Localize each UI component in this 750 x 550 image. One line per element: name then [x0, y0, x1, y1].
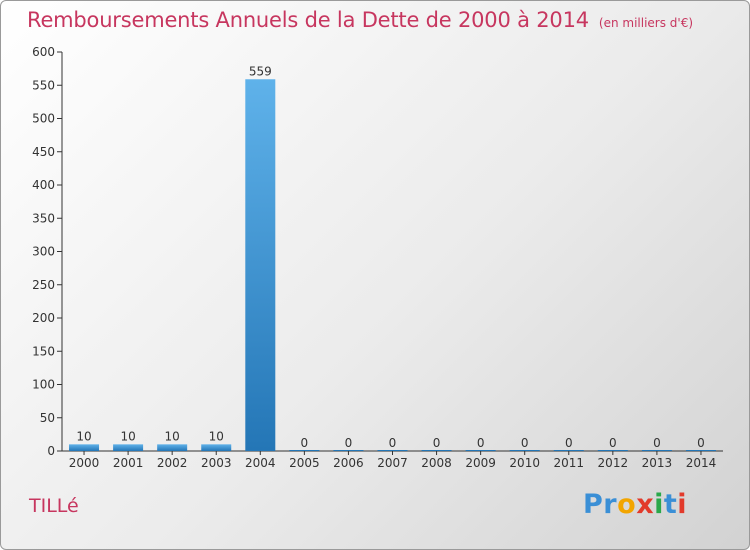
bar-2003 [201, 444, 232, 451]
logo-letter: x [636, 489, 655, 520]
data-label: 0 [477, 436, 485, 450]
y-tick-label: 0 [47, 444, 55, 458]
x-tick-label: 2003 [201, 456, 232, 470]
x-tick-label: 2005 [289, 456, 320, 470]
data-label: 0 [653, 436, 661, 450]
bar-2012 [597, 450, 628, 451]
bar-2005 [289, 450, 320, 451]
bar-2013 [641, 450, 672, 451]
x-tick-label: 2009 [465, 456, 496, 470]
data-label: 0 [609, 436, 617, 450]
bar-2001 [113, 444, 144, 451]
bar-2014 [685, 450, 716, 451]
data-label: 559 [249, 64, 272, 78]
y-tick-label: 250 [32, 278, 55, 292]
bar-2010 [509, 450, 540, 451]
bar-2002 [157, 444, 188, 451]
logo-letter: t [663, 489, 678, 520]
data-label: 0 [433, 436, 441, 450]
x-tick-label: 2006 [333, 456, 364, 470]
bar-2007 [377, 450, 408, 451]
data-label: 0 [301, 436, 309, 450]
y-tick-label: 450 [32, 145, 55, 159]
y-tick-label: 400 [32, 178, 55, 192]
data-label: 0 [697, 436, 705, 450]
y-tick-label: 350 [32, 211, 55, 225]
unit-label: (en milliers d'€) [598, 16, 694, 30]
data-label: 10 [209, 429, 224, 443]
x-tick-label: 2004 [245, 456, 276, 470]
data-label: 0 [565, 436, 573, 450]
x-tick-label: 2000 [69, 456, 100, 470]
y-tick-label: 600 [32, 45, 55, 59]
data-label: 0 [521, 436, 529, 450]
data-label: 10 [76, 429, 91, 443]
proxiti-logo: Proxiti [583, 489, 687, 520]
data-label: 10 [165, 429, 180, 443]
x-tick-label: 2008 [421, 456, 452, 470]
y-tick-label: 150 [32, 344, 55, 358]
x-tick-label: 2007 [377, 456, 408, 470]
bar-2009 [465, 450, 496, 451]
data-label: 0 [345, 436, 353, 450]
x-tick-label: 2011 [553, 456, 584, 470]
y-tick-label: 50 [40, 411, 55, 425]
bar-2011 [553, 450, 584, 451]
y-tick-label: 100 [32, 378, 55, 392]
x-tick-label: 2001 [113, 456, 144, 470]
data-label: 0 [389, 436, 397, 450]
logo-letter: P [583, 489, 604, 520]
bar-2004 [245, 79, 276, 451]
x-tick-label: 2012 [598, 456, 629, 470]
x-tick-label: 2014 [686, 456, 717, 470]
data-label: 10 [120, 429, 135, 443]
bar-2000 [69, 444, 100, 451]
y-tick-label: 200 [32, 311, 55, 325]
logo-letter: o [617, 489, 637, 520]
x-tick-label: 2013 [642, 456, 673, 470]
logo-letter: i [654, 489, 664, 520]
y-tick-label: 550 [32, 78, 55, 92]
logo-letter: r [603, 489, 618, 520]
y-tick-label: 300 [32, 245, 55, 259]
bar-2006 [333, 450, 364, 451]
logo-letter: i [677, 489, 688, 520]
x-tick-label: 2002 [157, 456, 188, 470]
y-tick-label: 500 [32, 112, 55, 126]
chart-title: Remboursements Annuels de la Dette de 20… [27, 8, 694, 32]
commune-name: TILLé [29, 495, 79, 517]
bar-2008 [421, 450, 452, 451]
x-tick-label: 2010 [509, 456, 540, 470]
